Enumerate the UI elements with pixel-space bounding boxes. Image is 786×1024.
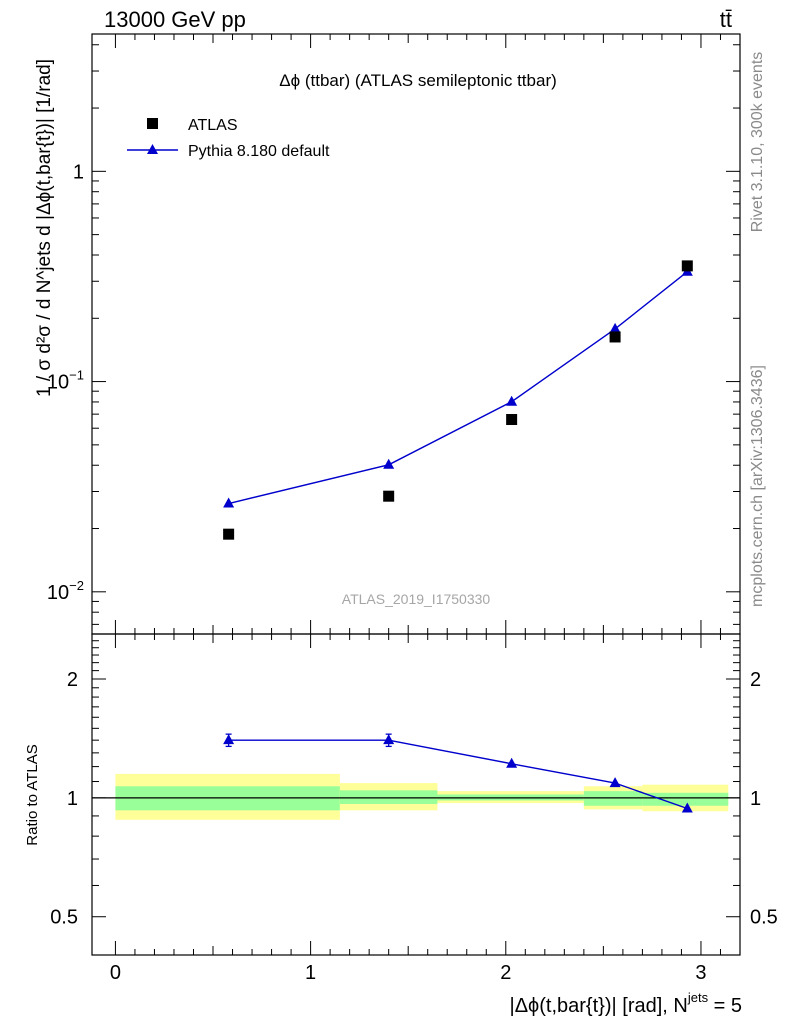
- source-label: mcplots.cern.ch [arXiv:1306.3436]: [749, 365, 766, 607]
- analysis-label: ATLAS_2019_I1750330: [342, 591, 491, 607]
- ratio-marker: [609, 777, 621, 788]
- energy-label: 13000 GeV pp: [104, 7, 246, 32]
- legend-pythia-label: Pythia 8.180 default: [188, 143, 330, 160]
- ratio-y-axis-label: Ratio to ATLAS: [24, 744, 41, 845]
- ratio-y-tick-label-left: 0.5: [50, 907, 78, 929]
- mc-marker: [223, 497, 235, 508]
- ratio-marker: [681, 802, 693, 813]
- mc-series-line: [228, 271, 688, 505]
- legend-atlas-marker: [147, 118, 158, 129]
- mc-marker: [609, 322, 621, 333]
- ratio-band-inner-1: [339, 790, 438, 804]
- main-y-axis-label: 1 / σ d²σ / d N^jets d |Δϕ(t,bar{t})| [1…: [34, 59, 55, 397]
- x-tick-label: 3: [695, 962, 706, 984]
- main-y-tick-label: 10−2: [47, 578, 84, 604]
- tick-labels: 0 1 2 3 10−2 10−1 1 0.5 0.5 1 1 2 2: [47, 161, 778, 984]
- data-marker: [609, 331, 621, 343]
- ratio-marker: [506, 757, 518, 768]
- x-tick-label: 2: [500, 962, 511, 984]
- plot-title: Δϕ (ttbar) (ATLAS semileptonic ttbar): [279, 71, 557, 90]
- ratio-y-tick-label-right: 2: [750, 669, 761, 691]
- ratio-band-inner-4: [642, 792, 729, 806]
- data-marker: [506, 414, 518, 426]
- mc-marker: [383, 458, 395, 469]
- ratio-plot-frame: [91, 633, 741, 956]
- ratio-marker: [223, 734, 235, 745]
- ratio-y-tick-label-left: 1: [67, 788, 78, 810]
- main-y-tick-label: 1: [73, 161, 84, 183]
- ratio-y-tick-label-right: 0.5: [750, 907, 778, 929]
- data-marker: [383, 490, 395, 502]
- legend-pythia-marker: [147, 144, 158, 154]
- legend-atlas-label: ATLAS: [188, 117, 238, 134]
- main-y-tick-label: 10−1: [47, 368, 84, 394]
- x-axis-label: |Δϕ(t,bar{t})| [rad], Njets = 5: [510, 990, 743, 1017]
- rivet-version-label: Rivet 3.1.10, 300k events: [749, 52, 766, 233]
- x-tick-label: 1: [305, 962, 316, 984]
- x-tick-label: 0: [110, 962, 121, 984]
- mc-marker: [506, 395, 518, 406]
- data-marker: [681, 260, 693, 272]
- ratio-marker: [383, 734, 395, 745]
- data-marker: [223, 528, 235, 540]
- process-label: tt̄: [720, 7, 732, 32]
- ratio-y-tick-label-right: 1: [750, 788, 761, 810]
- axis-ticks: [92, 34, 741, 956]
- uncertainty-bands: [115, 773, 729, 820]
- chart-marks: [92, 260, 740, 813]
- ratio-y-tick-label-left: 2: [67, 669, 78, 691]
